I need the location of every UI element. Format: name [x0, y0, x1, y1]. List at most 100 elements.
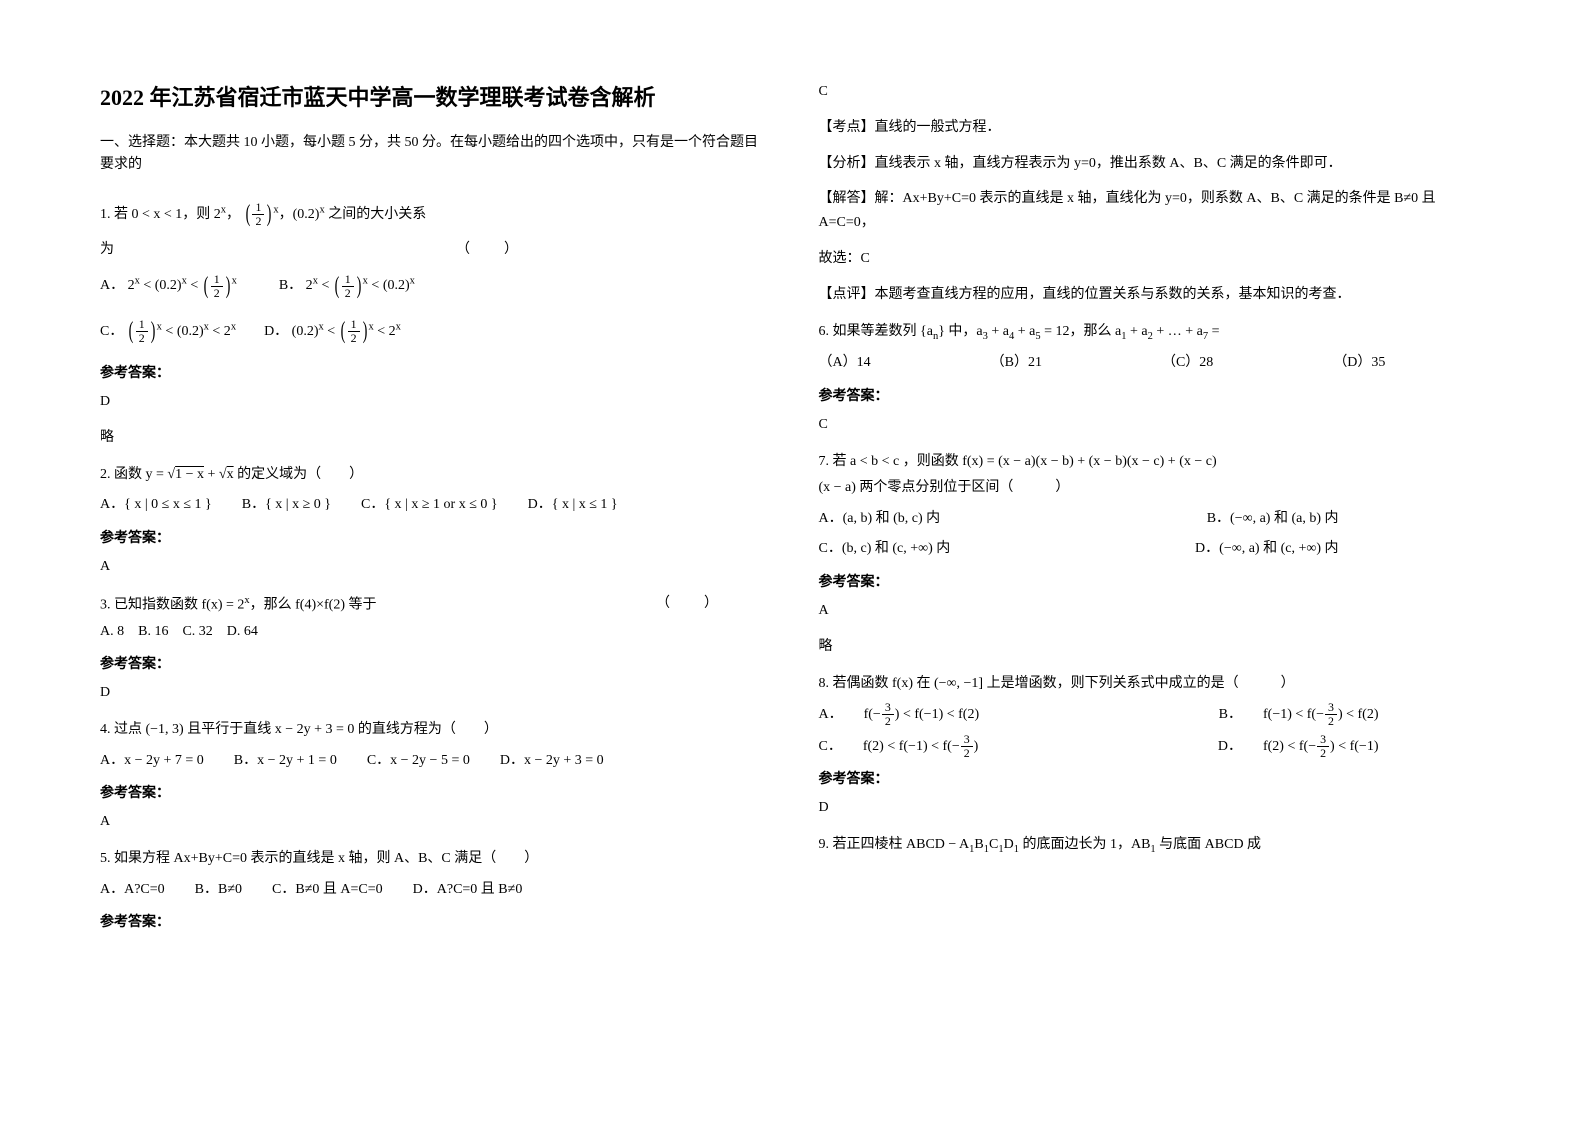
q5-p2: 【分析】直线表示 x 轴，直线方程表示为 y=0，推出系数 A、B、C 满足的条… — [819, 152, 1488, 176]
lparen-icon: ( — [340, 309, 345, 354]
q1c-d: 2 — [136, 332, 148, 345]
q6-answer-label: 参考答案： — [819, 385, 1488, 405]
q9-sc: C — [989, 837, 998, 852]
q4-answer-label: 参考答案： — [100, 782, 769, 802]
q7-opt-b: B．(−∞, a) 和 (a, b) 内 — [1207, 506, 1339, 533]
q1-stem: 1. 若 0 < x < 1，则 2x， (12)x，(0.2)x 之间的大小关… — [100, 207, 426, 222]
q2-opt-a: A．{ x | 0 ≤ x ≤ 1 } — [100, 492, 212, 519]
question-5: 5. 如果方程 Ax+By+C=0 表示的直线是 x 轴，则 A、B、C 满足（… — [100, 846, 769, 903]
q9-sf: 与底面 ABCD 成 — [1156, 837, 1261, 852]
question-4: 4. 过点 (−1, 3) 且平行于直线 x − 2y + 3 = 0 的直线方… — [100, 717, 769, 774]
q4-opt-a: A．x − 2y + 7 = 0 — [100, 748, 204, 775]
q2-answer: A — [100, 555, 769, 579]
q8-opt-a: A． f(−32) < f(−1) < f(2) — [819, 701, 980, 728]
q1d-n: 1 — [348, 318, 360, 332]
q3-opts: A. 8 B. 16 C. 32 D. 64 — [100, 619, 769, 646]
q7-opt-a: A．(a, b) 和 (b, c) 内 — [819, 506, 941, 533]
q7-opt-c: C．(b, c) 和 (c, +∞) 内 — [819, 536, 951, 563]
q8-answer: D — [819, 796, 1488, 820]
q8-opt-b: B． f(−1) < f(−32) < f(2) — [1219, 701, 1379, 728]
q1-den: 2 — [252, 215, 264, 228]
q2-plus: + — [204, 467, 219, 482]
q1-opt-d: D． (0.2)x < (12)x < 2x — [264, 324, 401, 339]
q8a-mid: ) < f(−1) < f(2) — [895, 707, 979, 722]
q1-answer-label: 参考答案： — [100, 362, 769, 382]
q7-opt-d: D．(−∞, a) 和 (c, +∞) 内 — [1195, 536, 1338, 563]
q2-opt-d: D．{ x | x ≤ 1 } — [528, 492, 618, 519]
page-title: 2022 年江苏省宿迁市蓝天中学高一数学理联考试卷含解析 — [100, 80, 769, 112]
q1c-e3: x — [231, 321, 236, 332]
q1-answer: D — [100, 390, 769, 414]
q1d-mid: < — [324, 324, 339, 339]
lparen-icon: ( — [128, 309, 133, 354]
q8a-n: 3 — [882, 701, 894, 715]
q1b-mid: < — [318, 278, 333, 293]
q7-stem-b: (x − a) 两个零点分别位于区间（ ） — [819, 475, 1488, 502]
q5-opt-c: C．B≠0 且 A=C=0 — [272, 877, 383, 904]
q1b-e3: x — [410, 276, 415, 287]
q8-stem: 8. 若偶函数 f(x) 在 (−∞, −1] 上是增函数，则下列关系式中成立的… — [819, 671, 1488, 698]
q7-answer2: 略 — [819, 635, 1488, 659]
q2-stem-b: 的定义域为（ ） — [234, 467, 364, 482]
question-8: 8. 若偶函数 f(x) 在 (−∞, −1] 上是增函数，则下列关系式中成立的… — [819, 671, 1488, 760]
q2-answer-label: 参考答案： — [100, 527, 769, 547]
q5-p1: 【考点】直线的一般式方程． — [819, 116, 1488, 140]
q5-p5: 【点评】本题考查直线方程的应用，直线的位置关系与系数的关系，基本知识的考查． — [819, 283, 1488, 307]
q6-opt-c: （C）28 — [1162, 350, 1213, 377]
q6-sa: 6. 如果等差数列 {a — [819, 324, 933, 339]
q8d-d: 2 — [1317, 747, 1329, 760]
q5-p4: 故选：C — [819, 247, 1488, 271]
q1-stem-b: ， — [226, 207, 240, 222]
q1a-n: 1 — [211, 273, 223, 287]
question-2: 2. 函数 y = √1 − x + √x 的定义域为（ ） A．{ x | 0… — [100, 462, 769, 519]
q5-p3: 【解答】解：Ax+By+C=0 表示的直线是 x 轴，直线化为 y=0，则系数 … — [819, 187, 1488, 235]
q6-sd: + a — [1014, 324, 1035, 339]
q8-opt-d: D． f(2) < f(−32) < f(−1) — [1218, 733, 1379, 760]
q5-stem: 5. 如果方程 Ax+By+C=0 表示的直线是 x 轴，则 A、B、C 满足（… — [100, 846, 769, 873]
q5-answer-top: C — [819, 80, 1488, 104]
q3-stem-b: ，那么 f(4)×f(2) 等于 — [250, 597, 377, 612]
q1c-mid: < (0.2) — [162, 324, 204, 339]
q6-answer: C — [819, 413, 1488, 437]
q8c-pre: C． f(2) < f(−1) < f(− — [819, 738, 960, 753]
q3-stem-a: 3. 已知指数函数 f(x) = 2 — [100, 597, 244, 612]
left-column: 2022 年江苏省宿迁市蓝天中学高一数学理联考试卷含解析 一、选择题：本大题共 … — [100, 80, 769, 939]
q6-opt-a: （A）14 — [819, 350, 871, 377]
question-6: 6. 如果等差数列 {an} 中，a3 + a4 + a5 = 12，那么 a1… — [819, 319, 1488, 377]
q9-sa: 9. 若正四棱柱 ABCD − A — [819, 837, 970, 852]
q1-stem-e: 为 — [100, 237, 114, 264]
q8a-pre: A． f(− — [819, 707, 881, 722]
q4-answer: A — [100, 810, 769, 834]
q4-stem: 4. 过点 (−1, 3) 且平行于直线 x − 2y + 3 = 0 的直线方… — [100, 717, 769, 744]
q6-sh: = — [1208, 324, 1219, 339]
q8c-n: 3 — [961, 733, 973, 747]
q6-sf: + a — [1126, 324, 1147, 339]
q5-opt-a: A．A?C=0 — [100, 877, 165, 904]
q1-num: 1 — [252, 201, 264, 215]
q8b-mid: ) < f(2) — [1338, 707, 1379, 722]
q1c-post: < 2 — [209, 324, 231, 339]
q1-stem-d: 之间的大小关系 — [325, 207, 427, 222]
rparen-icon: ) — [150, 309, 155, 354]
rparen-icon: ) — [356, 264, 361, 309]
q1b-n: 1 — [342, 273, 354, 287]
q1-opt-a: A． 2x < (0.2)x < (12)x — [100, 278, 240, 293]
q1c-pre: C． — [100, 324, 127, 339]
q8-answer-label: 参考答案： — [819, 768, 1488, 788]
q2-sqrt2: x — [227, 467, 234, 482]
q5-answer-label: 参考答案： — [100, 911, 769, 931]
q8a-d: 2 — [882, 715, 894, 728]
lparen-icon: ( — [334, 264, 339, 309]
q6-sg: + … + a — [1153, 324, 1203, 339]
section1-header: 一、选择题：本大题共 10 小题，每小题 5 分，共 50 分。在每小题给出的四… — [100, 132, 769, 177]
q1d-e3: x — [396, 321, 401, 332]
q1d-d: 2 — [348, 332, 360, 345]
q1a-post: < — [187, 278, 202, 293]
q2-sqrt1: 1 − x — [175, 467, 204, 482]
q1-stem-a: 1. 若 0 < x < 1，则 2 — [100, 207, 221, 222]
q7-answer: A — [819, 599, 1488, 623]
right-column: C 【考点】直线的一般式方程． 【分析】直线表示 x 轴，直线方程表示为 y=0… — [819, 80, 1488, 939]
q8c-mid: ) — [974, 738, 979, 753]
q1-opt-b: B． 2x < (12)x < (0.2)x — [279, 278, 415, 293]
rparen-icon: ) — [267, 192, 272, 237]
